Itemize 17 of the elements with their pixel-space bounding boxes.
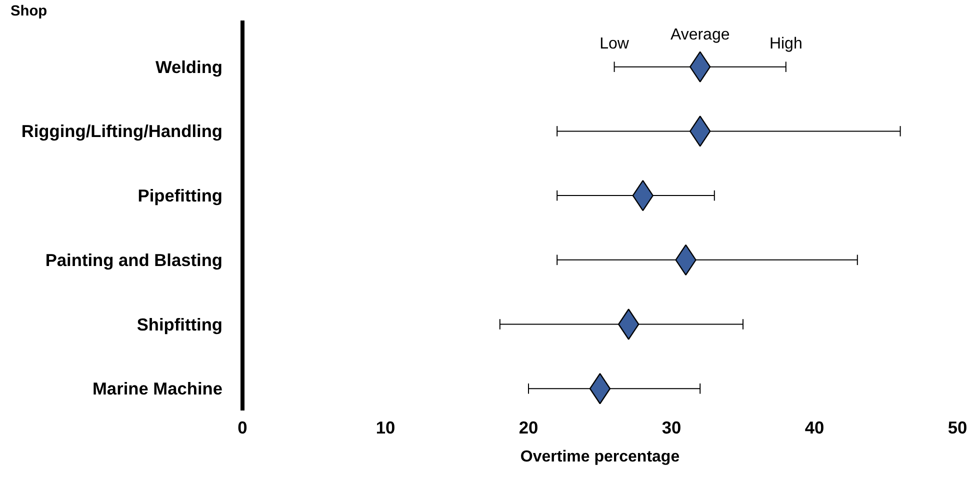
x-tick-label: 40 bbox=[804, 418, 824, 438]
y-tick-label: Shipfitting bbox=[136, 314, 223, 334]
x-axis-title: Overtime percentage bbox=[520, 448, 680, 466]
annotation: Low bbox=[600, 36, 630, 53]
y-tick-label: Rigging/Lifting/Handling bbox=[21, 121, 223, 142]
y-tick-label: Painting and Blasting bbox=[45, 250, 222, 270]
annotation: High bbox=[769, 36, 802, 53]
annotation: Average bbox=[670, 26, 730, 44]
x-tick-label: 0 bbox=[238, 418, 248, 438]
x-tick-label: 20 bbox=[518, 418, 538, 438]
x-tick-label: 50 bbox=[948, 418, 968, 438]
y-tick-label: Marine Machine bbox=[92, 378, 223, 399]
y-axis-title: Shop bbox=[10, 4, 48, 20]
x-tick-label: 30 bbox=[662, 418, 682, 438]
y-tick-label: Welding bbox=[155, 56, 222, 77]
y-tick-label: Pipefitting bbox=[138, 186, 222, 206]
x-tick-label: 10 bbox=[376, 418, 396, 438]
